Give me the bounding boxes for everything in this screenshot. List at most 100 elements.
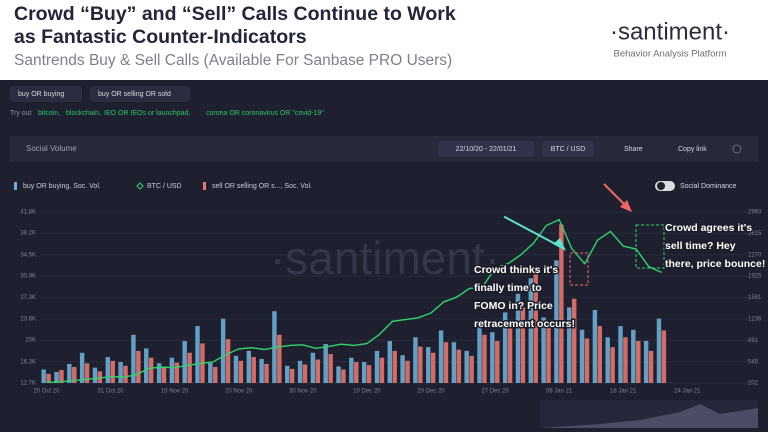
bar [592, 309, 598, 383]
bar [533, 268, 538, 383]
bar [79, 352, 85, 383]
bar [174, 362, 180, 383]
bar [520, 307, 526, 383]
bar [310, 352, 316, 383]
y2-tick-label: 202 [748, 381, 759, 387]
bar [220, 318, 226, 383]
x-tick-label: 27 Dec 20 [481, 389, 509, 395]
annotation: finally time to [474, 282, 542, 294]
bar [123, 365, 128, 383]
bar [233, 355, 239, 383]
legend-swatch [203, 182, 206, 190]
date-range[interactable]: 22/10/20 - 22/01/21 [456, 146, 517, 153]
bar [643, 340, 649, 383]
try-link[interactable]: blockchain, [66, 110, 101, 117]
bar [541, 317, 546, 383]
bar [361, 362, 367, 383]
bar [341, 369, 346, 383]
bar [349, 357, 354, 383]
bar [495, 340, 500, 383]
highlight-box [635, 224, 665, 269]
y-tick-label: 27.3K [20, 295, 36, 301]
bar [67, 363, 72, 383]
x-tick-label: 30 Nov 20 [289, 389, 317, 395]
bar [156, 363, 162, 383]
bar [336, 366, 341, 383]
chip-label[interactable]: buy OR selling OR sold [98, 91, 171, 98]
y-tick-label: 12.7K [20, 381, 36, 387]
y2-tick-label: 2270 [748, 252, 762, 258]
y2-tick-label: 1236 [748, 316, 762, 322]
bar [438, 330, 444, 383]
try-link[interactable]: bitcoin, [38, 110, 60, 117]
legend-label: BTC / USD [147, 183, 182, 190]
chip[interactable] [10, 86, 82, 102]
x-tick-label: 20 Oct 20 [33, 389, 60, 395]
bar [584, 338, 590, 383]
annotation: Crowd thinks it's [474, 264, 558, 276]
bar [661, 330, 667, 383]
bar [105, 357, 111, 383]
bar [208, 362, 213, 383]
bar [426, 347, 431, 383]
bar [610, 347, 615, 383]
annotation: there, price bounce! [665, 258, 765, 270]
y2-tick-label: 2960 [748, 210, 762, 216]
bar [182, 340, 187, 383]
try-link[interactable]: IEO OR IEOs or launchpad, [104, 110, 190, 117]
bar [456, 349, 462, 383]
date-button[interactable] [438, 141, 534, 157]
pair-button[interactable] [542, 141, 594, 157]
bar [400, 355, 405, 383]
bar [618, 326, 623, 383]
x-tick-label: 10 Dec 20 [353, 389, 381, 395]
title-line: as Fantastic Counter-Indicators [14, 26, 307, 48]
bar [418, 346, 423, 383]
x-tick-label: 20 Nov 20 [225, 389, 253, 395]
annotation: Crowd agrees it's [665, 222, 752, 234]
bar [656, 318, 662, 383]
y-tick-label: 16.3K [20, 359, 36, 365]
x-tick-label: 10 Nov 20 [161, 389, 189, 395]
try-link[interactable]: corona OR coronavirus OR "covid-19" [206, 110, 324, 117]
y2-tick-label: 891 [748, 338, 759, 344]
bar [169, 357, 175, 383]
panel-title: Social Volume [26, 144, 77, 153]
bar [443, 342, 449, 383]
settings-icon[interactable] [732, 144, 742, 154]
pair[interactable]: BTC / USD [551, 146, 586, 153]
share[interactable]: Share [624, 146, 643, 153]
bar [490, 332, 495, 383]
bar [413, 337, 418, 383]
bar [259, 358, 264, 383]
arrow-head [620, 200, 632, 212]
bar [302, 364, 308, 383]
chip-label[interactable]: buy OR buying [18, 91, 64, 98]
bar [482, 334, 487, 383]
title-line: Crowd “Buy” and “Sell” Calls Continue to… [14, 3, 456, 25]
arrow-head [553, 238, 566, 251]
bar [554, 260, 559, 383]
bar [246, 350, 252, 383]
copy-link[interactable]: Copy link [678, 146, 707, 153]
bar [72, 367, 77, 383]
bar [285, 365, 290, 383]
bar [46, 373, 51, 383]
bar [451, 342, 457, 383]
bar [374, 350, 380, 383]
bar [366, 365, 372, 383]
bar [323, 344, 328, 383]
bar [648, 350, 654, 383]
header-bg [0, 0, 768, 80]
x-tick-label: 20 Dec 20 [417, 389, 445, 395]
x-tick-label: 08 Jan 21 [546, 389, 573, 395]
chip[interactable] [90, 86, 190, 102]
bar [297, 360, 303, 383]
bar [238, 360, 244, 383]
bar [328, 353, 333, 383]
bar [225, 339, 231, 383]
bar [605, 337, 610, 383]
toggle-knob[interactable] [657, 182, 665, 190]
y2-tick-label: 545 [748, 359, 759, 365]
bar [571, 298, 577, 383]
